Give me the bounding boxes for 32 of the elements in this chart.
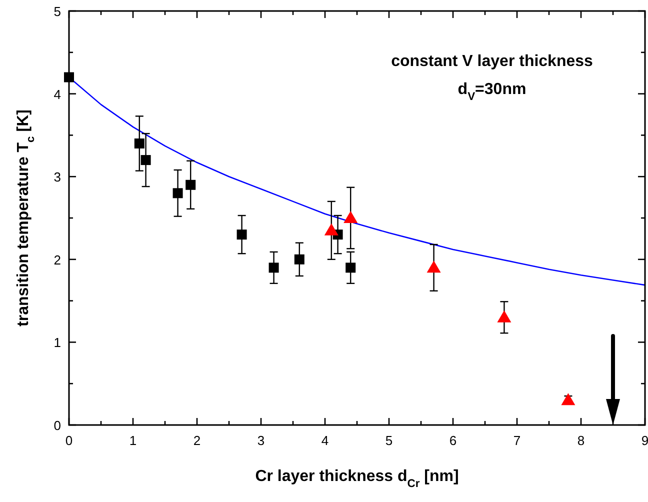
annotation: constant V layer thickness xyxy=(391,53,594,70)
y-tick-label: 5 xyxy=(54,4,61,19)
x-tick-label: 5 xyxy=(385,433,393,448)
x-tick-label: 9 xyxy=(641,433,648,448)
point xyxy=(346,262,356,273)
point xyxy=(561,393,576,406)
point xyxy=(134,138,144,148)
x-tick-label: 0 xyxy=(65,433,73,448)
x-tick-label: 7 xyxy=(513,433,521,448)
x-tick-label: 8 xyxy=(577,433,585,448)
point xyxy=(140,155,151,166)
y-tick-label: 1 xyxy=(54,335,61,350)
point xyxy=(497,310,512,322)
y-tick-label: 3 xyxy=(54,170,61,185)
point xyxy=(236,230,247,240)
y-tick-label: 4 xyxy=(54,86,61,102)
x-tick-label: 3 xyxy=(257,433,265,448)
point xyxy=(186,180,196,190)
point xyxy=(172,188,183,198)
annotation: d$_{V}$=30nm xyxy=(458,81,526,103)
y-tick-label: 0 xyxy=(54,418,61,433)
y-tick-label: 2 xyxy=(54,252,61,268)
point xyxy=(324,223,338,236)
x-axis-title: Cr layer thickness d$_{Cr}$ [nm] xyxy=(255,468,459,490)
point xyxy=(294,254,304,264)
x-tick-label: 4 xyxy=(321,433,329,448)
point xyxy=(426,260,441,273)
x-tick-label: 2 xyxy=(193,433,201,448)
point xyxy=(268,262,279,273)
x-tick-label: 1 xyxy=(129,433,137,448)
x-tick-label: 6 xyxy=(449,433,457,448)
point xyxy=(344,211,358,223)
